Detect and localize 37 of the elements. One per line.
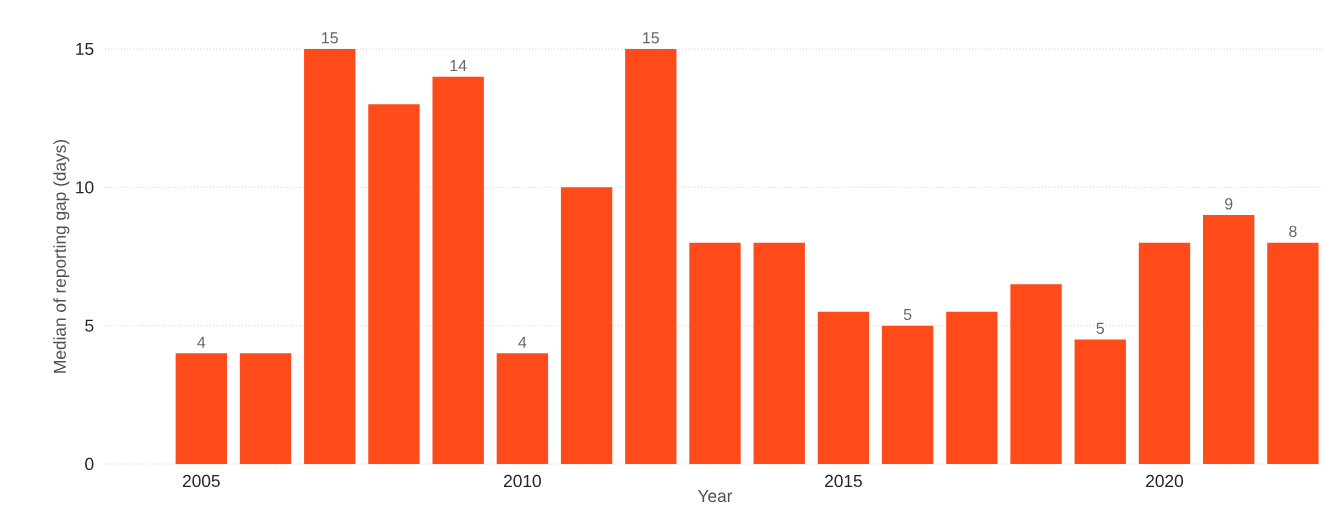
data-label: 15 (643, 32, 659, 44)
bar (1138, 242, 1191, 464)
data-label: 4 (518, 336, 527, 348)
data-label: 14 (450, 60, 467, 72)
bar (239, 353, 292, 464)
y-tick-label: 10 (76, 181, 94, 194)
y-tick-label: 15 (76, 42, 94, 56)
bar (1203, 214, 1255, 464)
bar (817, 311, 870, 464)
y-axis-title: Median of reporting gap (days) (53, 140, 70, 373)
bar (175, 353, 228, 464)
bar (304, 48, 356, 464)
y-tick-label: 0 (85, 457, 94, 471)
x-axis-title: Year (697, 490, 733, 503)
data-label: 9 (1225, 198, 1233, 210)
bar (753, 242, 805, 464)
x-tick-label: 2020 (1146, 474, 1184, 488)
data-label: 8 (1289, 225, 1297, 238)
bar (1010, 284, 1062, 464)
y-tick-label: 5 (85, 319, 94, 332)
data-label: 15 (322, 32, 338, 44)
data-label: 5 (1096, 322, 1105, 334)
x-tick-label: 2010 (504, 474, 541, 488)
bar (1267, 242, 1319, 464)
bar (625, 48, 677, 464)
x-tick-label: 2015 (825, 474, 862, 488)
bar (496, 353, 549, 464)
bar (560, 187, 613, 464)
data-label: 5 (903, 308, 912, 321)
x-tick-label: 2005 (182, 474, 220, 488)
bar (689, 242, 741, 464)
bar (1074, 339, 1126, 464)
bar (432, 76, 484, 464)
data-label: 4 (197, 336, 206, 348)
bar (881, 325, 934, 464)
bar (946, 311, 998, 464)
bar (368, 104, 420, 464)
